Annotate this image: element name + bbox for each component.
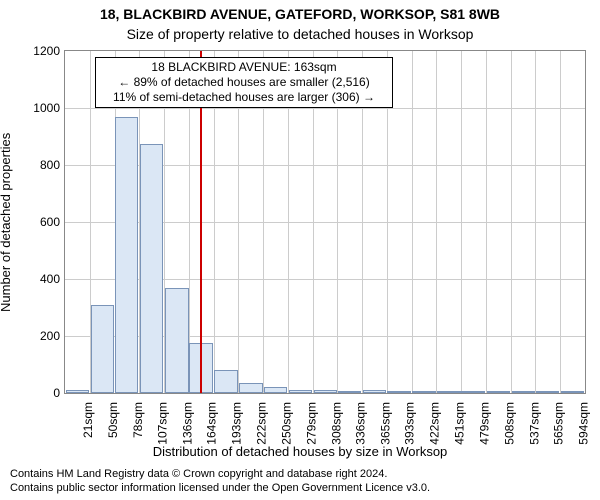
- annotation-line3: 11% of semi-detached houses are larger (…: [104, 90, 384, 105]
- histogram-bar: [140, 144, 164, 393]
- histogram-bar: [66, 390, 90, 393]
- gridline-vertical: [436, 51, 437, 393]
- histogram-bar: [264, 387, 288, 393]
- gridline-vertical: [511, 51, 512, 393]
- y-tick-label: 200: [28, 329, 60, 343]
- annotation-line1: 18 BLACKBIRD AVENUE: 163sqm: [104, 60, 384, 75]
- histogram-bar: [239, 383, 263, 393]
- y-tick-label: 0: [28, 386, 60, 400]
- histogram-bar: [289, 390, 313, 393]
- y-axis-label: Number of detached properties: [0, 133, 13, 312]
- histogram-bar: [536, 391, 560, 393]
- chart-title-line2: Size of property relative to detached ho…: [0, 26, 600, 42]
- histogram-bar: [214, 370, 238, 393]
- gridline-vertical: [486, 51, 487, 393]
- histogram-bar: [387, 391, 411, 393]
- annotation-box: 18 BLACKBIRD AVENUE: 163sqm← 89% of deta…: [95, 57, 393, 108]
- histogram-bar: [363, 390, 387, 393]
- histogram-bar: [461, 391, 485, 393]
- histogram-bar: [512, 391, 536, 393]
- y-tick-label: 1000: [28, 101, 60, 115]
- chart-title-line1: 18, BLACKBIRD AVENUE, GATEFORD, WORKSOP,…: [0, 6, 600, 22]
- annotation-line2: ← 89% of detached houses are smaller (2,…: [104, 75, 384, 90]
- y-tick-label: 1200: [28, 44, 60, 58]
- histogram-bar: [115, 117, 139, 393]
- plot-area: 18 BLACKBIRD AVENUE: 163sqm← 89% of deta…: [64, 50, 586, 394]
- histogram-bar: [314, 390, 338, 393]
- gridline-vertical: [461, 51, 462, 393]
- gridline-horizontal: [65, 108, 585, 109]
- footer-line2: Contains public sector information licen…: [10, 482, 430, 494]
- footer-line1: Contains HM Land Registry data © Crown c…: [10, 468, 387, 480]
- histogram-bar: [561, 391, 585, 393]
- histogram-bar: [412, 391, 436, 393]
- histogram-bar: [437, 391, 461, 393]
- histogram-bar: [338, 391, 362, 393]
- histogram-bar: [487, 391, 511, 393]
- y-tick-label: 800: [28, 158, 60, 172]
- x-axis-label: Distribution of detached houses by size …: [0, 444, 600, 459]
- histogram-bar: [91, 305, 115, 393]
- gridline-vertical: [535, 51, 536, 393]
- y-tick-label: 600: [28, 215, 60, 229]
- y-tick-label: 400: [28, 272, 60, 286]
- gridline-vertical: [412, 51, 413, 393]
- gridline-vertical: [560, 51, 561, 393]
- histogram-bar: [165, 288, 189, 393]
